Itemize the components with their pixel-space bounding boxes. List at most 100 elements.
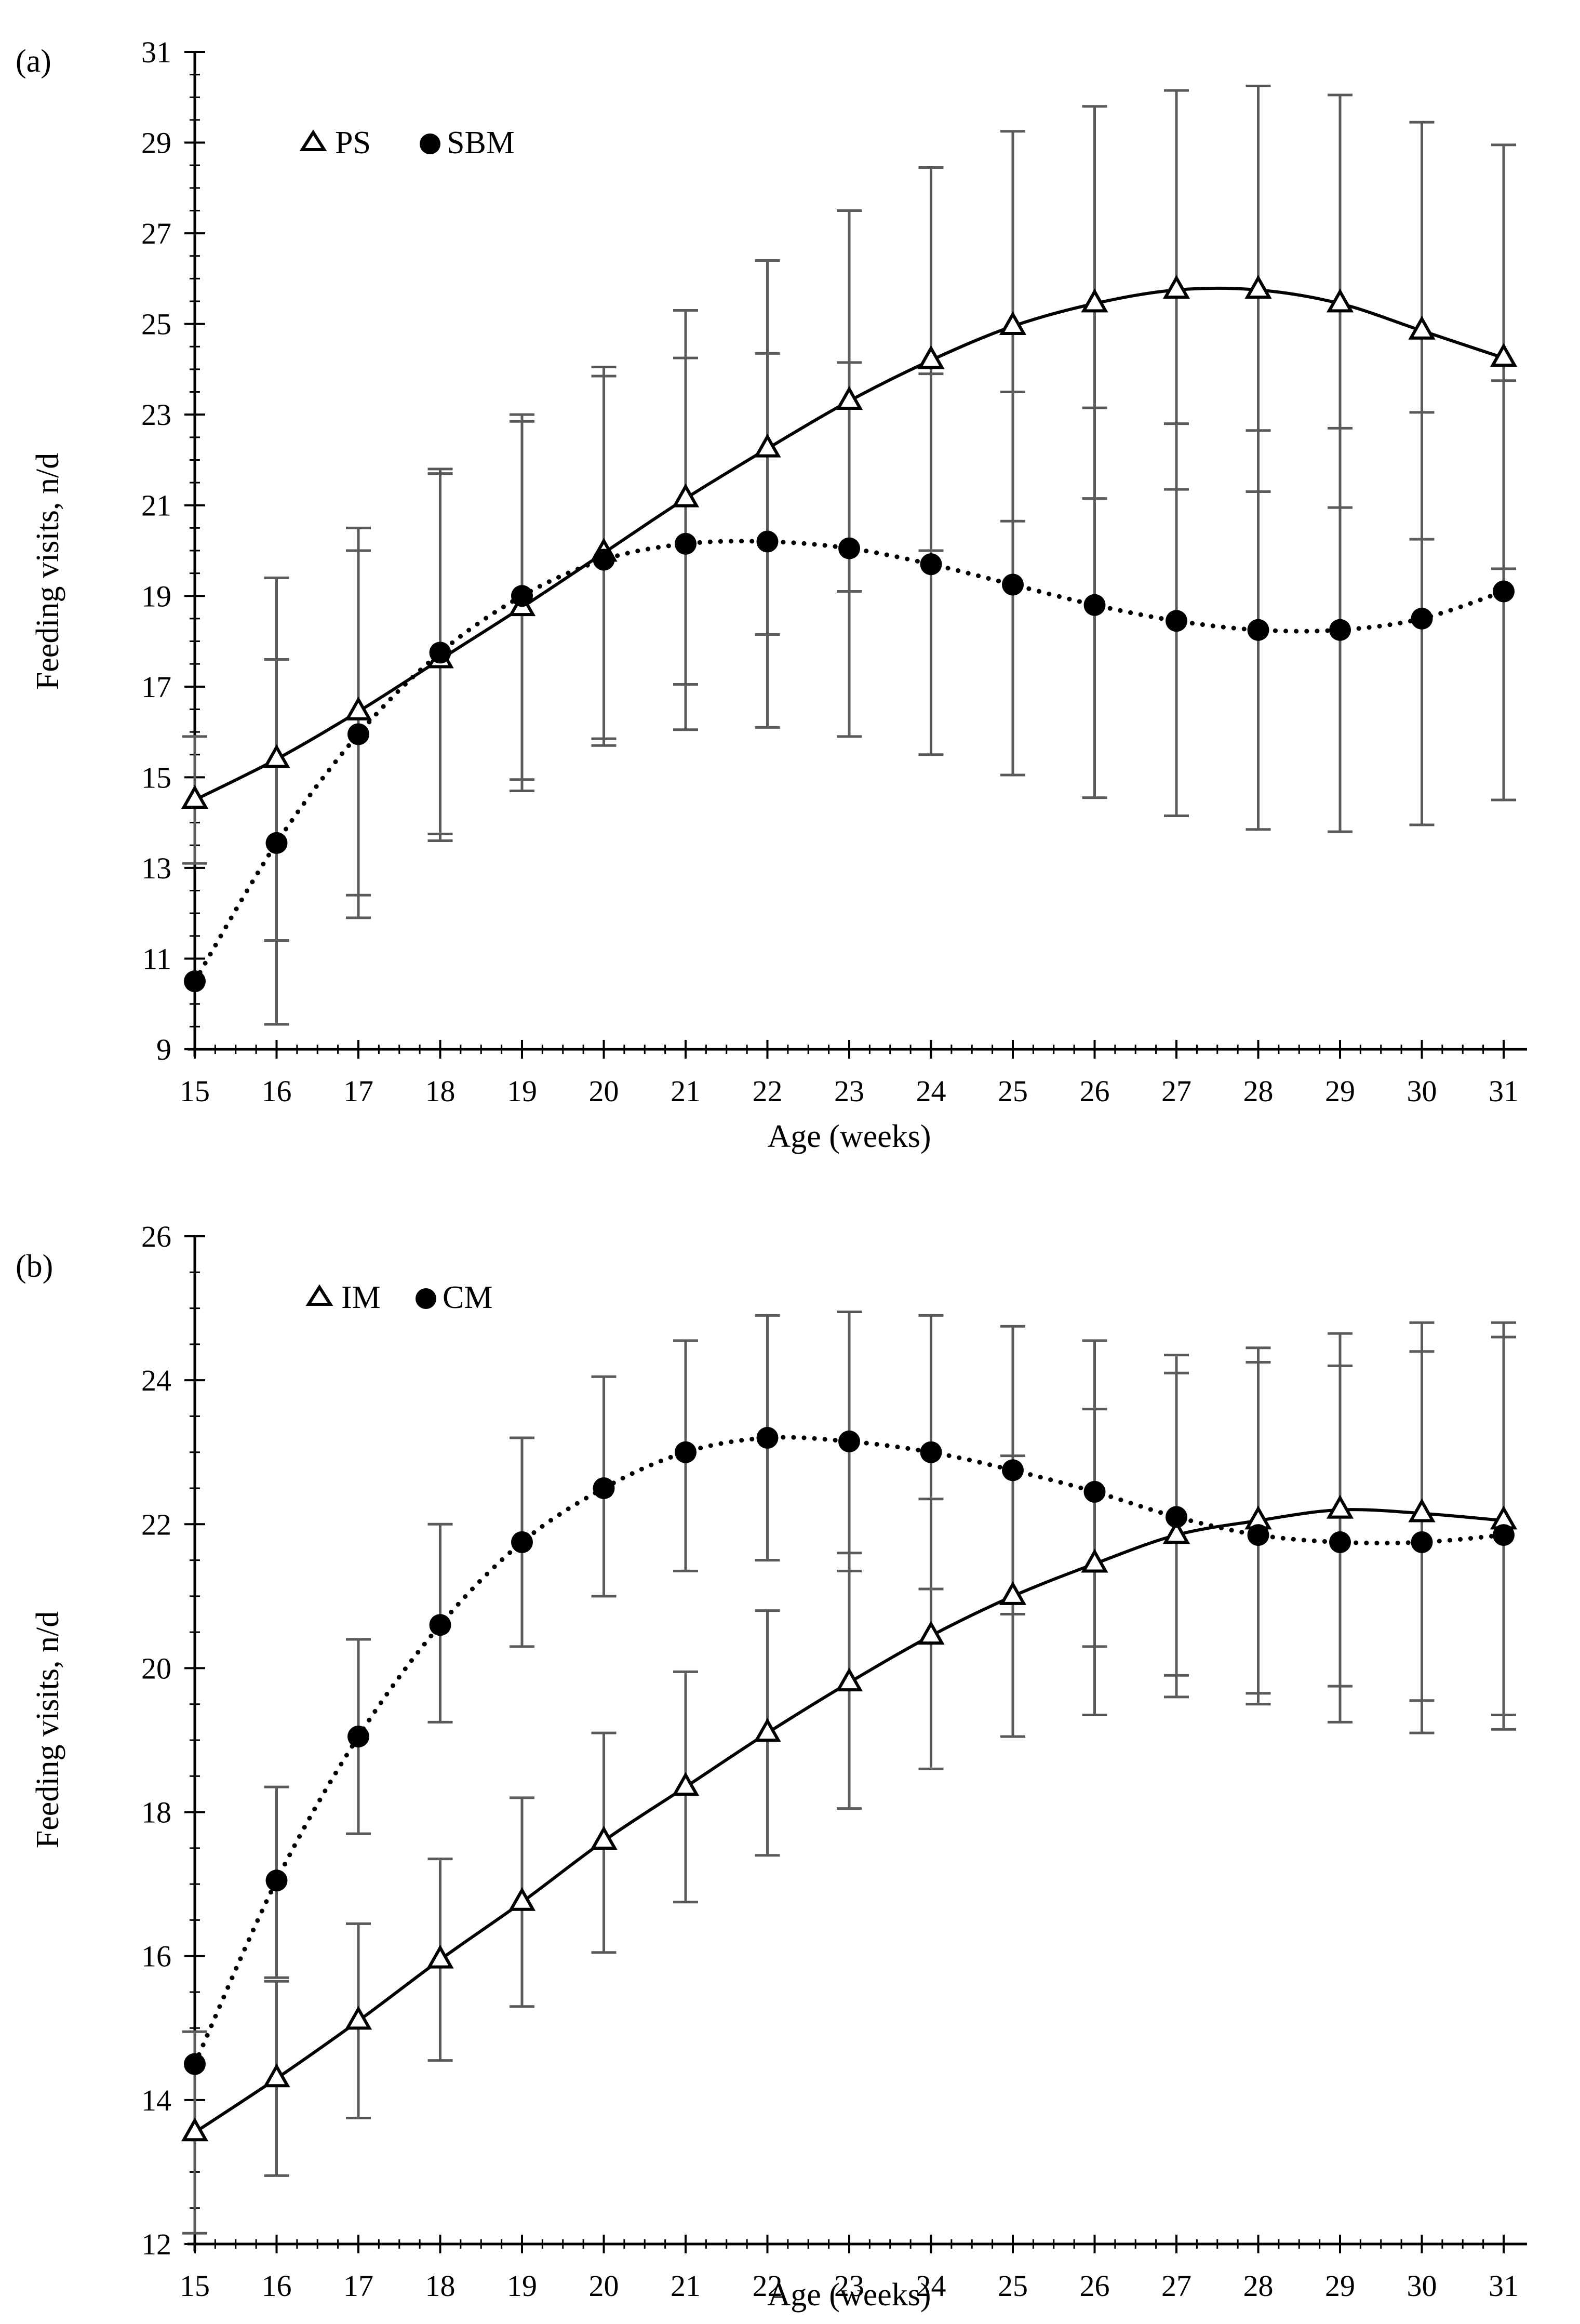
panel-a-y-tick-label: 11 <box>142 942 171 976</box>
panel-a-y-tick-label: 9 <box>156 1033 171 1066</box>
panel-a-x-axis-title: Age (weeks) <box>767 1119 931 1154</box>
panel-a-sbm-data-point <box>675 532 697 555</box>
panel-a-sbm-data-point <box>756 530 779 553</box>
panel-a-ps-data-point <box>917 345 945 369</box>
panel-b-im-data-point <box>672 1771 700 1796</box>
panel-b-y-tick-label: 26 <box>141 1220 171 1253</box>
panel-b-cm-data-point <box>1166 1506 1187 1528</box>
panel-a-sbm-data-point <box>1411 607 1433 630</box>
panel-a-ps-data-point <box>672 483 700 507</box>
panel-b-im-data-point <box>344 2006 372 2030</box>
panel-a-ps-data-point <box>999 311 1027 335</box>
panel-b-im-data-point <box>508 1887 536 1911</box>
panel-b-im-data-point <box>426 1944 454 1969</box>
panel-a-y-tick-label: 15 <box>141 760 171 794</box>
panel-b-x-tick-label: 31 <box>1489 2269 1519 2303</box>
panel-b-im-data-point <box>263 2063 290 2088</box>
panel-b-cm-data-point <box>920 1441 942 1463</box>
panel-b-y-tick-label: 20 <box>141 1651 171 1685</box>
panel-b-cm-data-point <box>756 1427 779 1449</box>
panel-b-cm-data-point <box>593 1477 615 1499</box>
panel-b-cm-data-point <box>1002 1459 1024 1481</box>
panel-b-im-data-point <box>999 1581 1027 1605</box>
panel-a-x-tick-label: 31 <box>1489 1074 1519 1108</box>
panel-a-label: (a) <box>16 44 51 79</box>
panel-a-sbm-data-point <box>1002 573 1024 596</box>
panel-a-sbm-data-point <box>1329 619 1351 641</box>
legend-marker-triangle-icon <box>305 1284 333 1306</box>
panel-a-y-tick-label: 19 <box>141 579 171 613</box>
panel-b-y-tick-label: 22 <box>141 1507 171 1541</box>
panel-a-legend-label-sbm: SBM <box>447 125 515 161</box>
panel-b-x-tick-label: 16 <box>262 2269 292 2303</box>
legend-marker-triangle-icon <box>299 129 327 151</box>
panel-b-cm-data-point <box>1411 1531 1433 1553</box>
panel-a-y-tick-label: 23 <box>141 398 171 432</box>
panel-b-x-tick-label: 29 <box>1325 2269 1355 2303</box>
panel-b-x-tick-label: 20 <box>589 2269 619 2303</box>
panel-b-legend-label-im: IM <box>341 1280 381 1315</box>
panel-b-x-tick-label: 23 <box>834 2269 864 2303</box>
panel-a-sbm-data-point <box>184 970 206 993</box>
panel-a-sbm-data-point <box>1493 580 1515 603</box>
panel-b-cm-data-point <box>675 1441 697 1463</box>
panel-a-ps-data-point <box>835 385 863 410</box>
panel-b-legend: IM CM <box>305 1280 492 1315</box>
panel-b-y-axis-title: Feeding visits, n/d <box>30 1611 65 1848</box>
panel-b-im-data-point <box>590 1825 618 1850</box>
panel-b-y-tick-label: 12 <box>141 2227 171 2261</box>
panel-b-im-data-point <box>835 1667 863 1692</box>
panel-b-cm-data-point <box>1493 1524 1515 1546</box>
panel-a-x-tick-label: 26 <box>1080 1074 1110 1108</box>
panel-b-x-tick-label: 17 <box>343 2269 373 2303</box>
panel-a-x-tick-label: 17 <box>343 1074 373 1108</box>
panel-a-x-tick-label: 24 <box>916 1074 946 1108</box>
panel-b-cm-data-point <box>1329 1531 1351 1553</box>
panel-a-ps-data-point <box>1244 275 1272 299</box>
panel-a-y-tick-label: 17 <box>141 670 171 704</box>
legend-marker-circle-icon <box>420 133 440 154</box>
panel-a-sbm-data-point <box>265 832 288 854</box>
panel-a-ps-data-point <box>1490 343 1518 367</box>
panel-b-cm-data-point <box>429 1614 451 1636</box>
panel-a-sbm-data-point <box>1166 610 1187 632</box>
panel-a-ps-data-point <box>181 784 209 809</box>
panel-b-im-data-point <box>1081 1548 1108 1573</box>
panel-a-y-tick-label: 25 <box>141 308 171 341</box>
panel-a-sbm-data-point <box>838 537 860 559</box>
panel-a-sbm-data-point <box>593 549 615 571</box>
panel-b-cm-data-point <box>838 1430 860 1452</box>
panel-a-ps-data-point <box>1326 288 1354 313</box>
panel-b-y-tick-label: 14 <box>141 2083 171 2117</box>
panel-b-x-tick-label: 15 <box>180 2269 210 2303</box>
panel-a-x-tick-label: 22 <box>753 1074 783 1108</box>
panel-b-cm-data-point <box>511 1531 533 1553</box>
panel-a-sbm-series-line <box>192 539 1506 984</box>
panel-a-sbm-data-point <box>429 642 451 664</box>
panel-b-im-data-point <box>1408 1498 1436 1522</box>
panel-b-x-tick-label: 30 <box>1407 2269 1437 2303</box>
panel-a-sbm-data-point <box>920 553 942 576</box>
panel-b-cm-data-point <box>265 1869 288 1892</box>
panel-b-x-tick-label: 22 <box>753 2269 783 2303</box>
panel-a-x-tick-label: 15 <box>180 1074 210 1108</box>
panel-b-x-tick-label: 26 <box>1080 2269 1110 2303</box>
panel-a-y-tick-label: 13 <box>141 851 171 885</box>
panel-b-y-tick-label: 24 <box>141 1364 171 1397</box>
panel-a-x-tick-label: 21 <box>671 1074 701 1108</box>
panel-a-legend-label-ps: PS <box>335 125 371 161</box>
panel-b-im-data-point <box>1162 1519 1190 1544</box>
panel-a: (a) Feeding visits, n/d Age (weeks) PS S… <box>16 35 1527 1154</box>
panel-a-y-tick-label: 31 <box>141 35 171 69</box>
panel-b-im-data-point <box>917 1620 945 1645</box>
panel-b-y-tick-label: 18 <box>141 1796 171 1829</box>
panel-a-legend: PS SBM <box>299 125 515 161</box>
panel-b-cm-data-point <box>347 1726 369 1748</box>
panel-b-cm-data-point <box>184 2053 206 2075</box>
panel-a-sbm-data-point <box>1083 594 1106 616</box>
panel-b-cm-data-point <box>1083 1480 1106 1503</box>
panel-a-x-tick-label: 28 <box>1243 1074 1274 1108</box>
panel-a-y-tick-label: 21 <box>141 489 171 523</box>
panel-a-x-tick-label: 20 <box>589 1074 619 1108</box>
